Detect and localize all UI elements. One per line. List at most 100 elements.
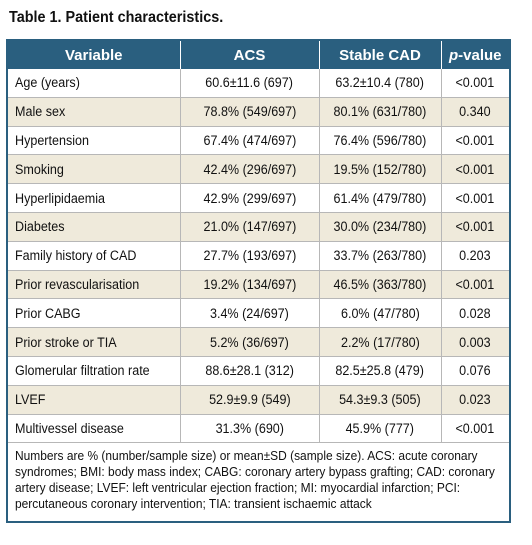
cell-acs-text: 52.9±9.9 (549)	[208, 392, 291, 408]
cell-acs-text: 88.6±28.1 (312)	[205, 363, 294, 379]
cell-p-value-text: 0.203	[459, 248, 491, 264]
header-p-letter: p	[448, 46, 459, 64]
table-row: Prior CABG 3.4% (24/697) 6.0% (47/780) 0.02…	[8, 298, 509, 328]
cell-acs: 21.0% (147/697)	[179, 211, 319, 242]
cell-stable-cad: 46.5% (363/780)	[318, 269, 441, 299]
table-row: Prior stroke or TIA 5.2% (36/697) 2.2% (17…	[8, 327, 509, 357]
cell-p-value-text: <0.001	[455, 161, 495, 177]
cell-variable-text: Male sex	[15, 104, 66, 120]
cell-variable: Prior stroke or TIA	[8, 327, 180, 357]
cell-p-value: 0.003	[440, 327, 509, 357]
cell-variable-text: Prior CABG	[15, 305, 81, 321]
cell-stable-cad: 2.2% (17/780)	[318, 327, 441, 357]
cell-variable: Glomerular filtration rate	[8, 355, 180, 386]
cell-acs: 42.4% (296/697)	[179, 154, 319, 184]
cell-p-value-text: 0.023	[459, 392, 491, 408]
cell-variable-text: Prior revascularisation	[15, 276, 140, 292]
cell-p-value-text: <0.001	[455, 219, 495, 235]
header-acs: ACS	[179, 41, 319, 69]
cell-variable: Male sex	[8, 96, 180, 127]
cell-acs-text: 67.4% (474/697)	[203, 132, 296, 148]
cell-stable-cad: 76.4% (596/780)	[318, 125, 441, 155]
cell-acs-text: 42.4% (296/697)	[203, 161, 296, 177]
cell-stable-cad-text: 30.0% (234/780)	[333, 219, 427, 235]
cell-acs-text: 31.3% (690)	[215, 420, 284, 436]
table-row: Multivessel disease 31.3% (690) 45.9% (777…	[8, 413, 509, 443]
cell-p-value-text: 0.076	[459, 363, 491, 379]
cell-p-value: <0.001	[440, 269, 509, 299]
table-footnote: Numbers are % (number/sample size) or me…	[8, 442, 509, 521]
cell-stable-cad-text: 2.2% (17/780)	[340, 334, 420, 350]
header-row: Variable ACS Stable CAD p-value	[8, 41, 509, 69]
cell-stable-cad-text: 45.9% (777)	[345, 420, 415, 436]
cell-acs-text: 3.4% (24/697)	[210, 305, 289, 321]
table-row: Prior revascularisation 19.2% (134/697) 46…	[8, 269, 509, 299]
cell-p-value-text: 0.003	[459, 334, 491, 350]
cell-p-value-text: 0.028	[459, 305, 491, 321]
cell-acs: 27.7% (193/697)	[179, 240, 319, 271]
cell-variable-text: Diabetes	[15, 219, 65, 235]
cell-p-value: 0.028	[440, 298, 509, 328]
cell-acs: 3.4% (24/697)	[179, 298, 319, 328]
cell-acs-text: 27.7% (193/697)	[203, 248, 296, 264]
cell-acs-text: 19.2% (134/697)	[203, 276, 296, 292]
cell-stable-cad: 82.5±25.8 (479)	[318, 355, 441, 386]
cell-stable-cad: 45.9% (777)	[318, 413, 441, 443]
cell-variable: Prior revascularisation	[8, 269, 180, 299]
cell-variable: Age (years)	[8, 69, 180, 97]
cell-stable-cad-text: 6.0% (47/780)	[340, 305, 420, 321]
table-row: Family history of CAD 27.7% (193/697) 33.7…	[8, 240, 509, 271]
cell-acs: 19.2% (134/697)	[179, 269, 319, 299]
header-stable-cad: Stable CAD	[318, 41, 441, 69]
cell-stable-cad: 19.5% (152/780)	[318, 154, 441, 184]
cell-p-value-text: 0.340	[459, 104, 491, 120]
cell-p-value-text: <0.001	[455, 132, 495, 148]
cell-acs: 5.2% (36/697)	[179, 327, 319, 357]
table-row: LVEF 52.9±9.9 (549) 54.3±9.3 (505) 0.023	[8, 384, 509, 415]
table-row: Diabetes 21.0% (147/697) 30.0% (234/780) <0…	[8, 211, 509, 242]
cell-stable-cad: 61.4% (479/780)	[318, 183, 441, 213]
cell-variable: Smoking	[8, 154, 180, 184]
cell-stable-cad-text: 33.7% (263/780)	[333, 248, 427, 264]
cell-p-value-text: <0.001	[455, 190, 495, 206]
cell-acs: 31.3% (690)	[179, 413, 319, 443]
cell-p-value: <0.001	[440, 125, 509, 155]
cell-variable: Multivessel disease	[8, 413, 180, 443]
cell-variable: Family history of CAD	[8, 240, 180, 271]
cell-acs-text: 5.2% (36/697)	[210, 334, 289, 350]
cell-variable-text: Prior stroke or TIA	[15, 334, 117, 350]
cell-variable-text: Glomerular filtration rate	[15, 363, 150, 379]
cell-stable-cad-text: 61.4% (479/780)	[333, 190, 427, 206]
cell-p-value: <0.001	[440, 183, 509, 213]
table-title: Table 1. Patient characteristics.	[9, 9, 224, 26]
table-row: Hypertension 67.4% (474/697) 76.4% (596/78…	[8, 125, 509, 155]
cell-stable-cad: 6.0% (47/780)	[318, 298, 441, 328]
cell-variable-text: Family history of CAD	[15, 248, 137, 264]
table-row: Male sex 78.8% (549/697) 80.1% (631/780) 0.…	[8, 96, 509, 127]
cell-stable-cad: 30.0% (234/780)	[318, 211, 441, 242]
cell-acs: 67.4% (474/697)	[179, 125, 319, 155]
cell-p-value-text: <0.001	[455, 276, 495, 292]
cell-stable-cad: 80.1% (631/780)	[318, 96, 441, 127]
cell-p-value: <0.001	[440, 211, 509, 242]
cell-stable-cad-text: 80.1% (631/780)	[333, 104, 427, 120]
table-row: Smoking 42.4% (296/697) 19.5% (152/780) <0.…	[8, 154, 509, 184]
patient-characteristics-table: Variable ACS Stable CAD p-value Age (yea…	[6, 39, 511, 523]
cell-stable-cad-text: 54.3±9.3 (505)	[339, 392, 421, 408]
table-row: Hyperlipidaemia 42.9% (299/697) 61.4% (479…	[8, 183, 509, 213]
cell-stable-cad: 54.3±9.3 (505)	[318, 384, 441, 415]
header-variable: Variable	[8, 41, 180, 69]
cell-acs-text: 42.9% (299/697)	[203, 190, 296, 206]
cell-variable: Hypertension	[8, 125, 180, 155]
cell-variable: Prior CABG	[8, 298, 180, 328]
cell-stable-cad: 63.2±10.4 (780)	[318, 69, 441, 98]
cell-stable-cad: 33.7% (263/780)	[318, 240, 441, 271]
cell-variable-text: Hyperlipidaemia	[15, 190, 106, 206]
cell-p-value: <0.001	[440, 69, 509, 98]
cell-stable-cad-text: 19.5% (152/780)	[333, 161, 427, 177]
cell-acs-text: 21.0% (147/697)	[203, 219, 296, 235]
cell-p-value-text: <0.001	[455, 420, 495, 436]
cell-acs-text: 60.6±11.6 (697)	[205, 75, 294, 91]
cell-p-value: 0.076	[440, 355, 509, 386]
cell-acs: 78.8% (549/697)	[179, 96, 319, 127]
